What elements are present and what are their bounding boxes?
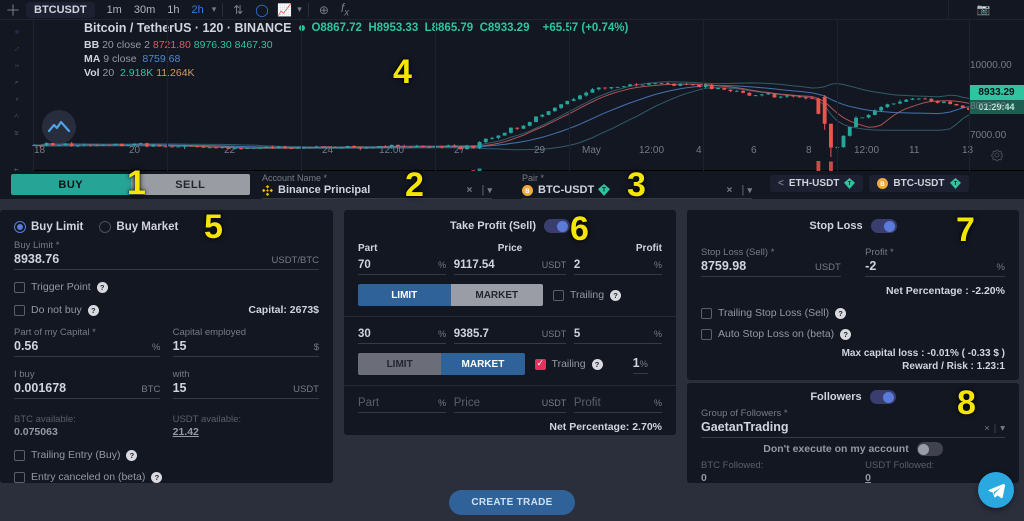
svg-text:T: T [602,188,606,194]
svg-text:B: B [525,187,530,194]
svg-text:B: B [881,181,886,188]
